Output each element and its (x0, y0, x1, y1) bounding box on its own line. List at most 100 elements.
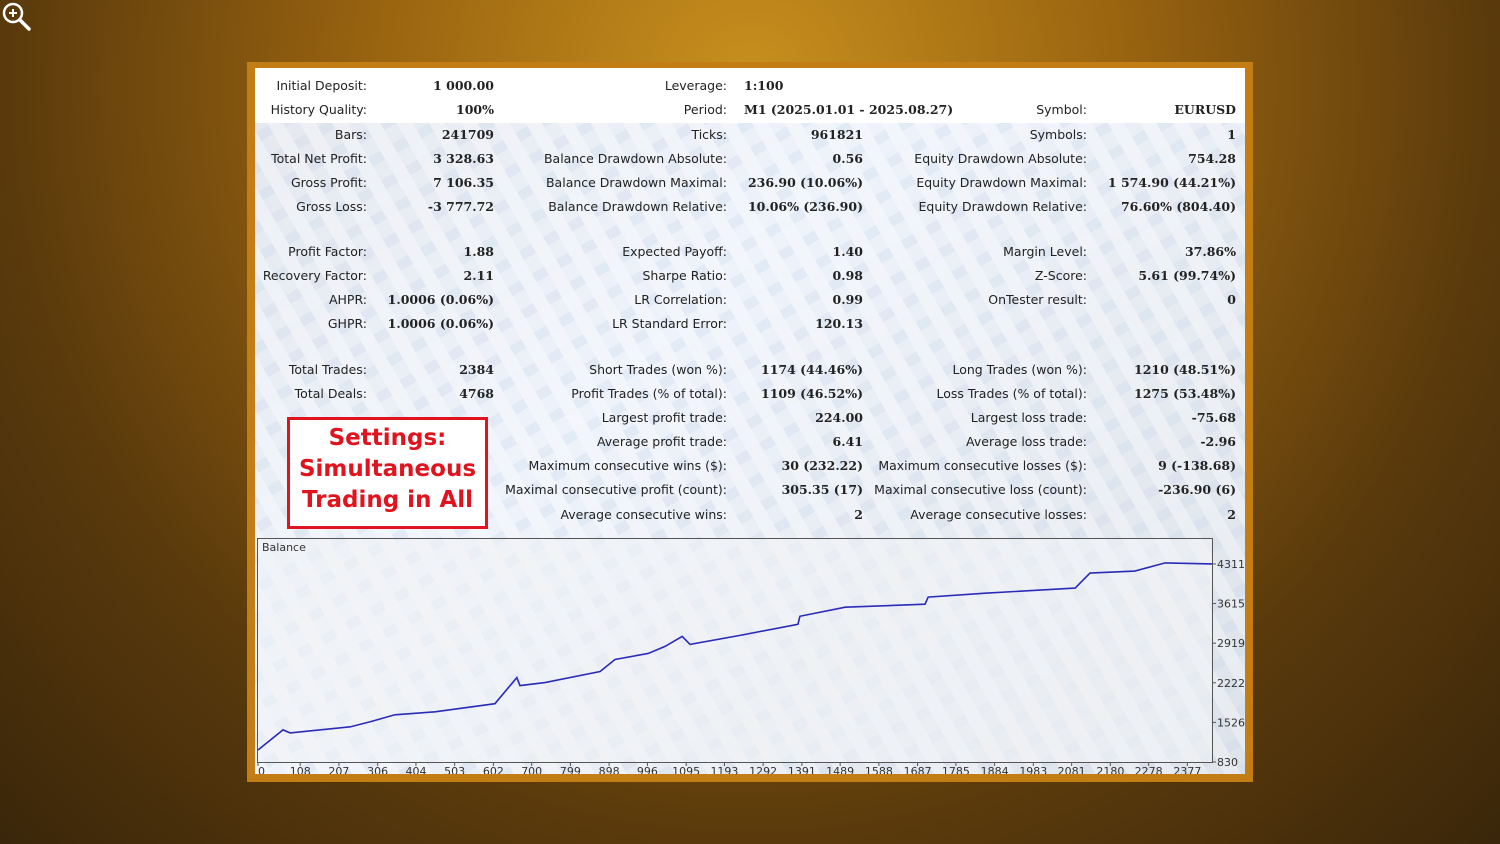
stat-value: 241709 (441, 127, 494, 142)
leverage-label: Leverage: (664, 78, 727, 93)
stat-value: 1.0006 (0.06%) (387, 292, 494, 307)
stat-label: Average consecutive losses: (910, 507, 1087, 522)
stat-label: Average loss trade: (966, 434, 1087, 449)
period-label: Period: (683, 102, 727, 117)
stat-label: OnTester result: (988, 292, 1087, 307)
x-tick-label: 1391 (788, 765, 816, 774)
stat-value: 1109 (46.52%) (761, 386, 863, 401)
history-quality-value: 100% (456, 102, 494, 117)
stat-label: Loss Trades (% of total): (936, 386, 1087, 401)
symbol-label: Symbol: (1036, 102, 1087, 117)
stats-row: Average profit trade: 6.41 Average loss tr… (255, 432, 1245, 454)
stat-label: Maximal consecutive loss (count): (874, 482, 1087, 497)
balance-chart: Balance (257, 538, 1213, 763)
stat-label: Gross Loss: (296, 199, 367, 214)
header-row-1: Initial Deposit: 1 000.00 Leverage: 1:10… (255, 76, 1245, 98)
stats-row: Gross Loss: -3 777.72 Balance Drawdown Rel… (255, 197, 1245, 219)
zoom-in-icon[interactable] (0, 0, 32, 32)
x-tick-label: 700 (521, 765, 542, 774)
y-tick-label: 830 (1217, 756, 1238, 769)
chart-title: Balance (262, 541, 306, 554)
report-body: Initial Deposit: 1 000.00 Leverage: 1:10… (255, 68, 1245, 774)
stat-value: 1275 (53.48%) (1134, 386, 1236, 401)
x-tick-label: 2180 (1096, 765, 1124, 774)
stat-label: Short Trades (won %): (589, 362, 727, 377)
stat-label: Balance Drawdown Maximal: (545, 175, 727, 190)
x-tick-label: 602 (483, 765, 504, 774)
stat-value: 2 (854, 507, 863, 522)
history-quality-label: History Quality: (270, 102, 367, 117)
stat-label: Recovery Factor: (262, 268, 367, 283)
symbol-value: EURUSD (1174, 102, 1236, 117)
stat-value: 1.40 (832, 244, 863, 259)
stat-value: 1 574.90 (44.21%) (1107, 175, 1236, 190)
x-tick-label: 404 (405, 765, 426, 774)
stat-label: Symbols: (1029, 127, 1087, 142)
stat-value: 7 106.35 (433, 175, 494, 190)
stat-label: Long Trades (won %): (952, 362, 1087, 377)
stat-label: LR Correlation: (634, 292, 727, 307)
stat-label: Equity Drawdown Absolute: (914, 151, 1087, 166)
stats-row: Total Net Profit: 3 328.63 Balance Drawdow… (255, 149, 1245, 171)
stat-label: Profit Factor: (288, 244, 367, 259)
x-tick-label: 1983 (1019, 765, 1047, 774)
x-tick-label: 1489 (826, 765, 854, 774)
stat-value: 2.11 (463, 268, 494, 283)
x-tick-label: 1884 (981, 765, 1009, 774)
stat-label: Balance Drawdown Relative: (548, 199, 727, 214)
x-tick-label: 108 (290, 765, 311, 774)
report-panel: Initial Deposit: 1 000.00 Leverage: 1:10… (247, 62, 1253, 782)
stat-label: Maximum consecutive wins ($): (528, 458, 727, 473)
period-value: M1 (2025.01.01 - 2025.08.27) (744, 102, 954, 117)
stat-value: 961821 (810, 127, 863, 142)
stat-label: Largest loss trade: (970, 410, 1087, 425)
stats-row: AHPR: 1.0006 (0.06%) LR Correlation: 0.99 On… (255, 290, 1245, 312)
stat-value: 0.98 (832, 268, 863, 283)
x-tick-label: 503 (444, 765, 465, 774)
x-tick-label: 306 (367, 765, 388, 774)
x-tick-label: 1095 (672, 765, 700, 774)
stats-row: Gross Profit: 7 106.35 Balance Drawdown Ma… (255, 173, 1245, 195)
stat-value: 30 (232.22) (781, 458, 863, 473)
stat-value: 10.06% (236.90) (747, 199, 863, 214)
stat-value: 0.56 (832, 151, 863, 166)
x-tick-label: 207 (328, 765, 349, 774)
stat-label: Sharpe Ratio: (642, 268, 727, 283)
settings-line-3: Trading in All (301, 487, 474, 513)
stat-value: 6.41 (832, 434, 863, 449)
stat-label: Largest profit trade: (601, 410, 727, 425)
stat-value: 236.90 (10.06%) (747, 175, 863, 190)
stat-value: 0.99 (832, 292, 863, 307)
stat-value: 754.28 (1188, 151, 1236, 166)
stat-value: 76.60% (804.40) (1120, 199, 1236, 214)
stats-row: Maximum consecutive wins ($): 30 (232.22)… (255, 456, 1245, 478)
stats-row: Bars: 241709 Ticks: 961821 Symbols: 1 (255, 125, 1245, 147)
settings-line-1: Settings: (328, 425, 447, 451)
stat-value: 1.0006 (0.06%) (387, 316, 494, 331)
stat-label: Profit Trades (% of total): (571, 386, 727, 401)
stat-label: Maximal consecutive profit (count): (505, 482, 727, 497)
x-tick-label: 799 (560, 765, 581, 774)
stat-label: GHPR: (327, 316, 367, 331)
x-tick-label: 2278 (1135, 765, 1163, 774)
stats-row: Total Trades: 2384 Short Trades (won %): 11… (255, 360, 1245, 382)
stat-value: 1210 (48.51%) (1134, 362, 1236, 377)
stats-row: Largest profit trade: 224.00 Largest loss … (255, 408, 1245, 430)
stats-row: Recovery Factor: 2.11 Sharpe Ratio: 0.98 Z-S… (255, 266, 1245, 288)
initial-deposit-label: Initial Deposit: (276, 78, 367, 93)
x-tick-label: 1588 (865, 765, 893, 774)
y-tick-label: 2919 (1217, 637, 1245, 650)
x-tick-label: 1193 (710, 765, 738, 774)
x-tick-label: 0 (258, 765, 265, 774)
stat-value: 1 (1227, 127, 1236, 142)
stat-label: AHPR: (328, 292, 367, 307)
stat-label: Expected Payoff: (622, 244, 727, 259)
settings-box: Settings: Simultaneous Trading in All (287, 417, 488, 529)
y-tick-label: 2222 (1217, 677, 1245, 690)
stat-label: Equity Drawdown Maximal: (916, 175, 1087, 190)
stat-value: -236.90 (6) (1158, 482, 1236, 497)
stat-value: 2 (1227, 507, 1236, 522)
chart-svg: 830 1526 2222 2919 3615 4311 0 108 207 306 404 503 6… (257, 558, 1245, 774)
header-area (255, 68, 1245, 123)
y-tick-label: 3615 (1217, 598, 1245, 611)
